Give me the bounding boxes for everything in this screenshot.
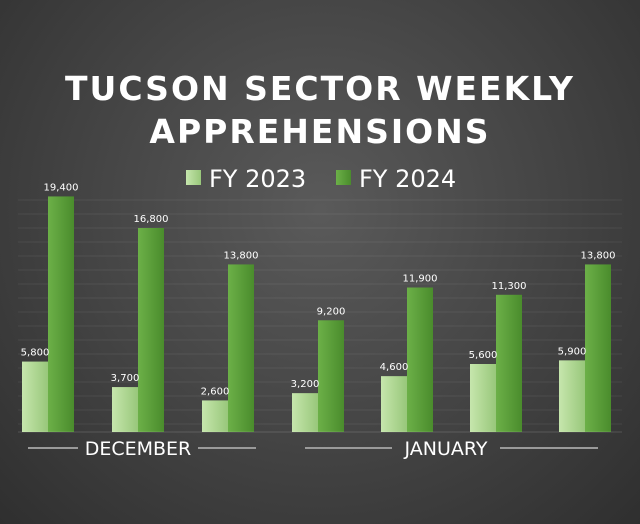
data-label-fy2023-1: 3,700 [111,373,140,384]
data-label-fy2023-0: 5,800 [21,348,50,359]
data-label-fy2024-1: 16,800 [134,214,169,225]
data-label-fy2023-3: 3,200 [291,379,320,390]
data-label-fy2024-6: 13,800 [581,250,616,261]
bar-fy2023-1 [112,387,138,432]
legend-swatch-fy2023 [186,170,201,185]
legend-label-fy2024: FY 2024 [359,165,456,193]
bar-fy2023-5 [470,364,496,432]
legend-swatch-fy2024 [336,170,351,185]
bar-fy2024-1 [138,228,164,432]
bar-fy2023-3 [292,393,318,432]
bar-fy2023-6 [559,360,585,432]
bar-fy2024-2 [228,264,254,432]
chart-title-line-2: APPREHENSIONS [149,112,490,151]
bar-fy2023-4 [381,376,407,432]
data-label-fy2024-0: 19,400 [44,182,79,193]
data-label-fy2023-5: 5,600 [469,350,498,361]
data-label-fy2023-2: 2,600 [201,386,230,397]
bar-fy2024-3 [318,320,344,432]
legend-label-fy2023: FY 2023 [209,165,306,193]
group-label-december: DECEMBER [85,438,192,460]
group-label-january: JANUARY [404,438,488,460]
bars [18,196,622,433]
bar-fy2024-4 [407,287,433,432]
data-labels: 5,800 3,700 2,600 3,200 4,600 5,600 5,900 19,40… [21,182,616,397]
chart-title-line-1: TUCSON SECTOR WEEKLY [65,69,575,108]
bar-fy2023-2 [202,400,228,432]
bar-fy2023-0 [22,361,48,432]
bar-fy2024-0 [48,196,74,432]
data-label-fy2024-4: 11,900 [403,274,438,285]
data-label-fy2023-4: 4,600 [380,362,409,373]
data-label-fy2023-6: 5,900 [558,346,587,357]
data-label-fy2024-3: 9,200 [317,306,346,317]
data-label-fy2024-5: 11,300 [492,281,527,292]
bar-fy2024-6 [585,264,611,432]
legend: FY 2023 FY 2024 [186,165,456,193]
data-label-fy2024-2: 13,800 [224,250,259,261]
bar-fy2024-5 [496,294,522,432]
